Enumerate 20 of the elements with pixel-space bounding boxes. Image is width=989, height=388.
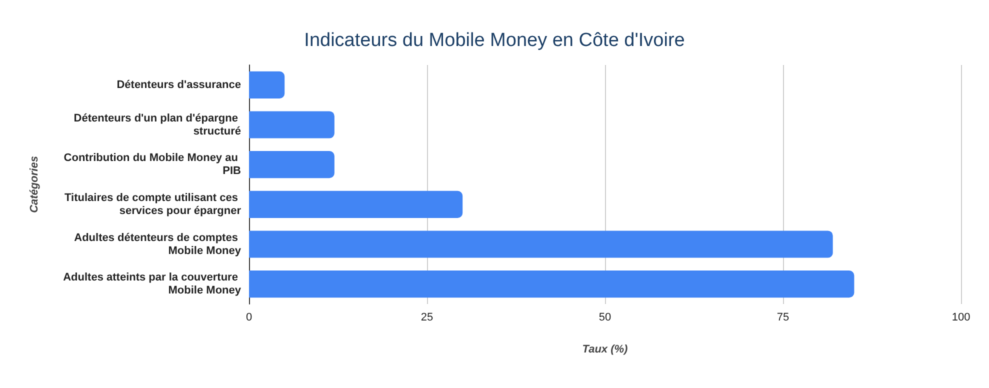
y-tick-label: Contribution du Mobile Money au PIB	[64, 152, 242, 178]
y-tick-label: Détenteurs d'un plan d'épargne structuré	[74, 112, 241, 138]
bar	[249, 111, 334, 138]
y-tick-label: Adultes détenteurs de comptes Mobile Money	[74, 232, 242, 257]
x-axis-title: Taux (%)	[582, 344, 628, 356]
x-tick-label: 50	[598, 312, 612, 324]
x-tick-label: 75	[776, 312, 790, 324]
y-tick-label: Détenteurs d'assurance	[116, 78, 241, 91]
y-tick-label: Titulaires de compte utilisant ces services pour épargner	[64, 192, 242, 217]
x-tick-label: 25	[420, 312, 434, 324]
bar	[249, 190, 463, 218]
chart-title: Indicateurs du Mobile Money en Côte d'Ivoire	[304, 30, 685, 51]
y-axis-title: Catégories	[28, 156, 41, 213]
bar	[249, 270, 854, 298]
bar	[249, 230, 833, 258]
x-tick-label: 0	[246, 312, 252, 324]
x-tick-label: 100	[952, 312, 970, 324]
bar	[249, 71, 285, 98]
bar	[249, 151, 334, 178]
y-tick-label: Adultes atteints par la couverture Mobile Money	[63, 272, 242, 297]
